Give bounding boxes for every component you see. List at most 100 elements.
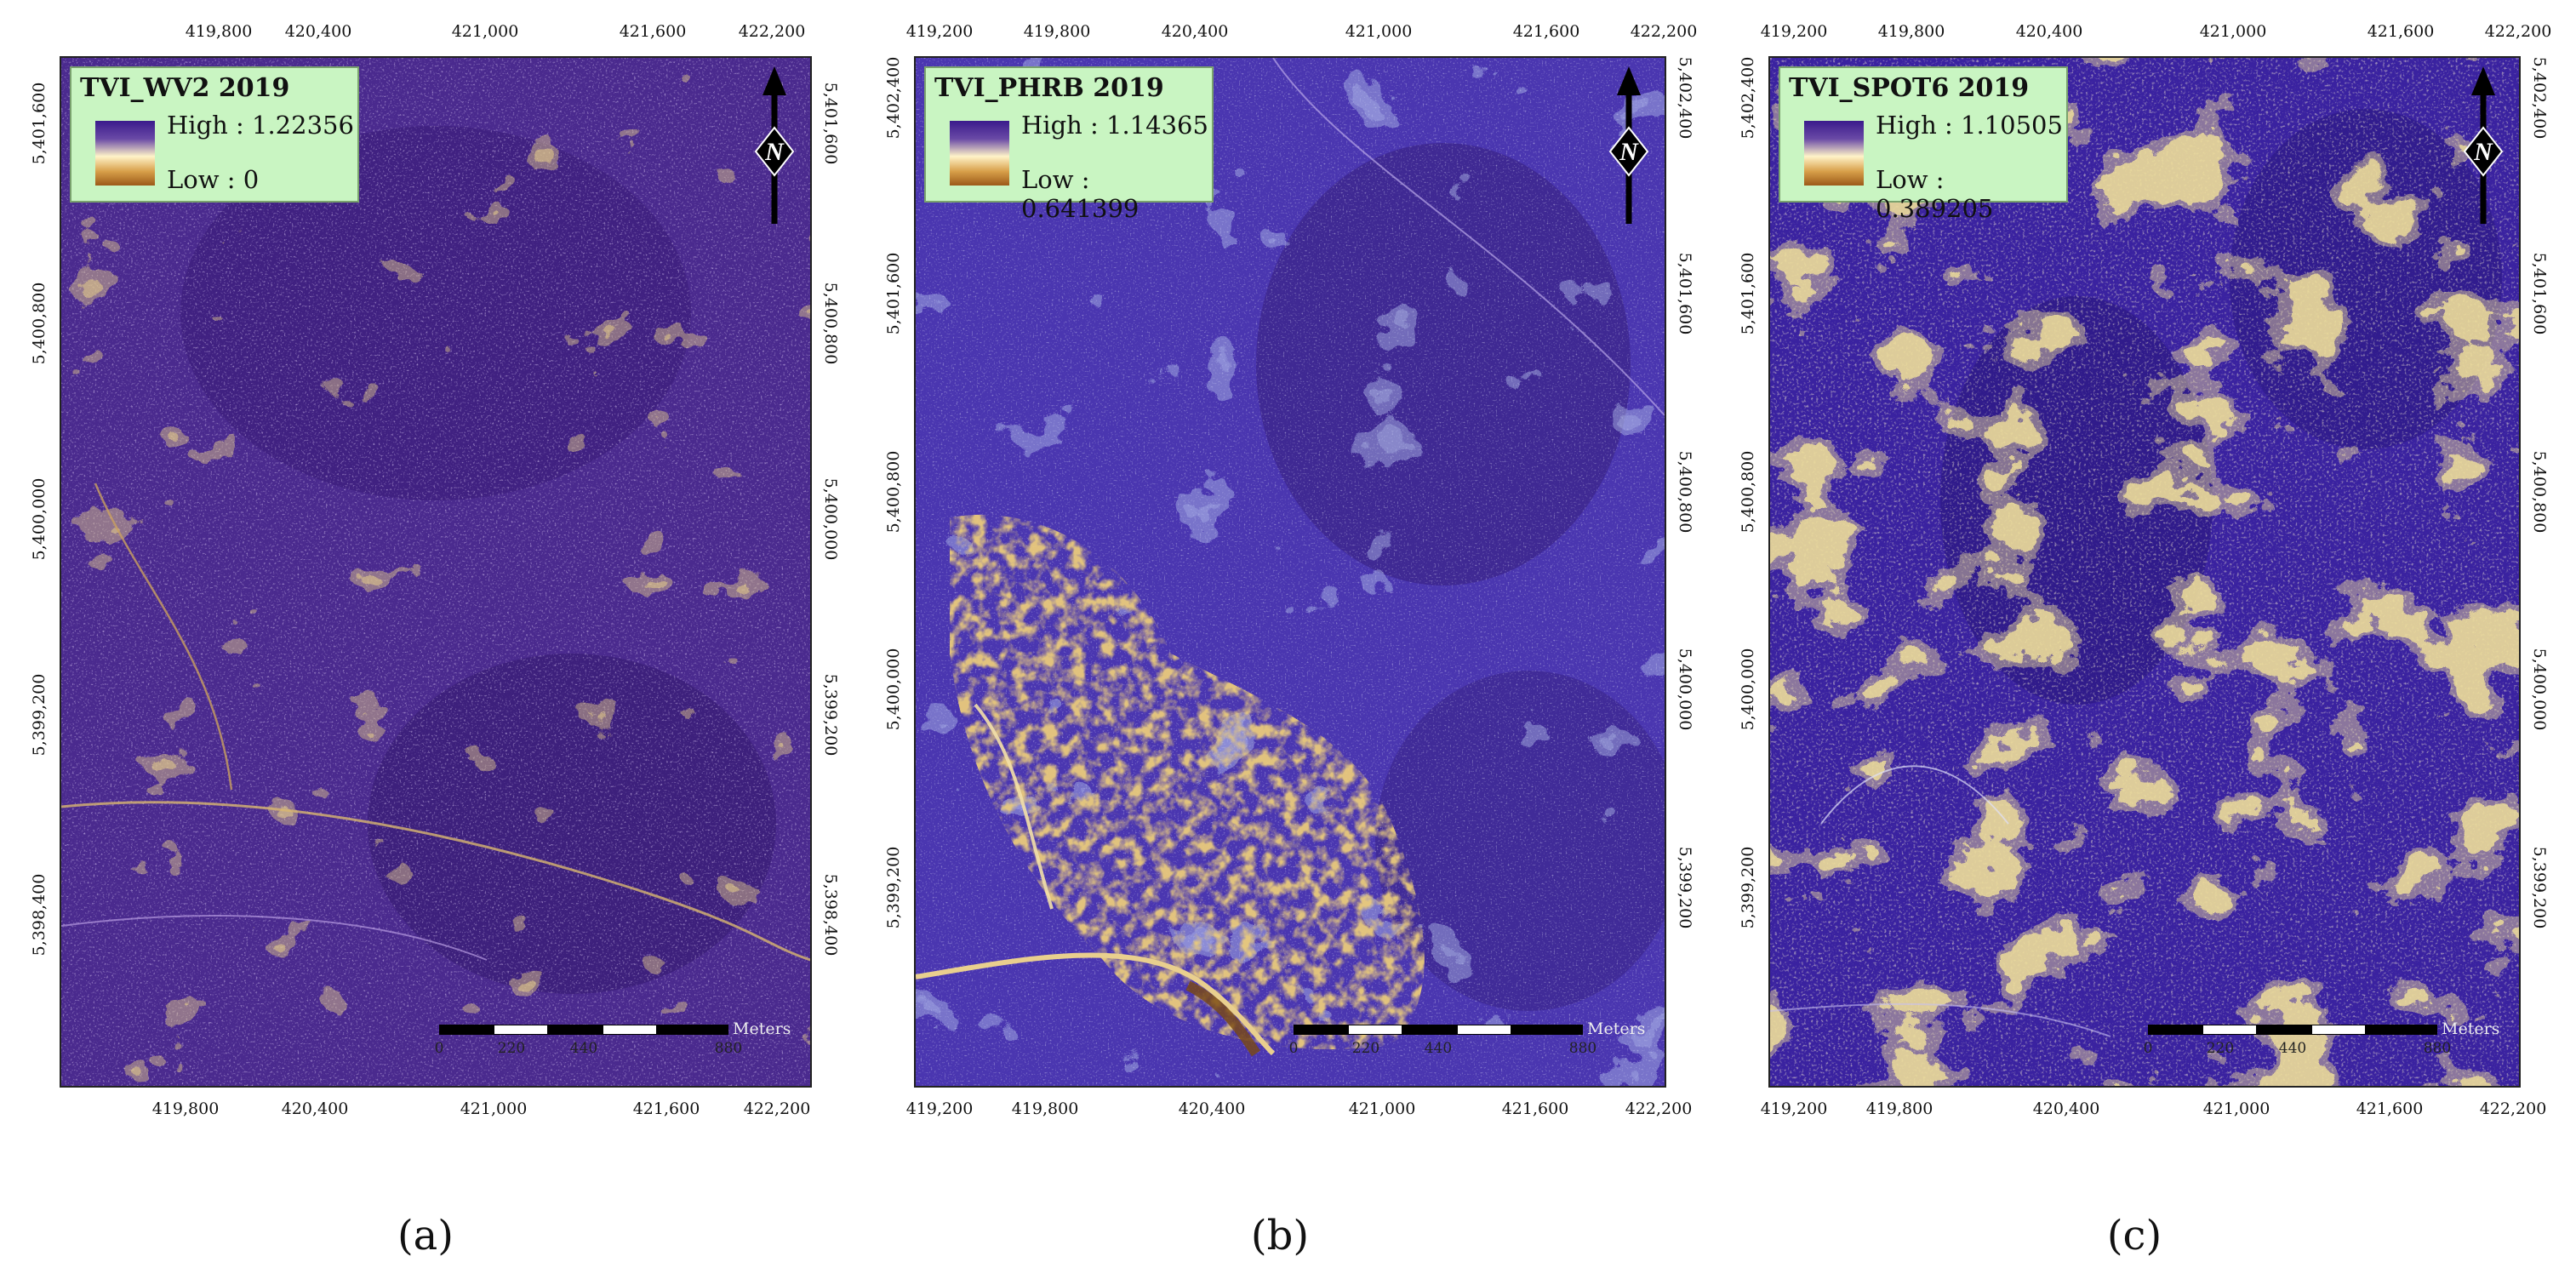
y-tick-label-right: 5,400,000 — [821, 477, 840, 561]
x-tick-label-bottom: 419,800 — [1011, 1099, 1079, 1118]
legend-low-label: Low : 0.641399 — [1021, 165, 1139, 223]
scale-label: 0 — [1288, 1040, 1299, 1057]
x-tick-label-top: 421,600 — [2367, 22, 2435, 41]
scale-label: 440 — [569, 1040, 598, 1057]
y-tick-label-right: 5,401,600 — [2530, 252, 2549, 335]
x-tick-label-top: 419,800 — [1877, 22, 1945, 41]
x-tick-label-top: 421,000 — [2199, 22, 2267, 41]
tvi-raster-image — [916, 58, 1665, 1086]
y-tick-label-right: 5,399,200 — [1676, 846, 1694, 929]
x-tick-label-top: 420,400 — [1161, 22, 1229, 41]
y-tick-label-left: 5,401,600 — [1739, 252, 1757, 335]
y-tick-label-right: 5,400,000 — [2530, 648, 2549, 731]
north-arrow-icon: N — [1608, 66, 1649, 224]
x-tick-label-top: 422,200 — [2484, 22, 2552, 41]
scale-segment — [548, 1025, 603, 1035]
y-tick-label-left: 5,402,400 — [884, 56, 903, 140]
y-tick-label-left: 5,400,000 — [884, 648, 903, 731]
scale-label: 0 — [2143, 1040, 2153, 1057]
y-tick-label-right: 5,402,400 — [1676, 56, 1694, 140]
scale-segment — [1402, 1025, 1457, 1035]
legend-high-label: High : 1.14365 — [1021, 111, 1208, 140]
scale-label: 220 — [1351, 1040, 1380, 1057]
x-tick-label-top: 422,200 — [738, 22, 806, 41]
y-tick-label-left: 5,401,600 — [30, 82, 49, 165]
scale-units: Meters — [733, 1019, 791, 1038]
scale-label: 220 — [497, 1040, 526, 1057]
y-tick-label-right: 5,402,400 — [2530, 56, 2549, 140]
scale-segment — [1348, 1025, 1402, 1035]
map-frame: TVI_SPOT6 2019 High : 1.10505 Low : 0.38… — [1768, 56, 2521, 1088]
panel-caption: (b) — [1250, 1212, 1310, 1259]
scale-segment — [1511, 1025, 1583, 1035]
panel-caption: (c) — [2106, 1212, 2162, 1259]
scale-segment — [657, 1025, 728, 1035]
x-tick-label-top: 421,000 — [1345, 22, 1413, 41]
tvi-raster-image — [61, 58, 810, 1086]
legend-low-label: Low : 0 — [167, 165, 260, 194]
scale-label: 880 — [1568, 1040, 1597, 1057]
scale-segment — [494, 1025, 548, 1035]
y-tick-label-left: 5,399,200 — [30, 673, 49, 757]
y-tick-label-right: 5,398,400 — [821, 873, 840, 957]
scale-segment — [2311, 1025, 2366, 1035]
scale-label: 440 — [2278, 1040, 2307, 1057]
y-tick-label-left: 5,400,000 — [1739, 648, 1757, 731]
x-tick-label-bottom: 421,000 — [2202, 1099, 2270, 1118]
north-label: N — [1619, 138, 1639, 166]
y-tick-label-right: 5,399,200 — [2530, 846, 2549, 929]
scale-label: 880 — [714, 1040, 743, 1057]
legend-high-label: High : 1.22356 — [167, 111, 354, 140]
y-tick-label-left: 5,399,200 — [1739, 846, 1757, 929]
x-tick-label-bottom: 421,000 — [460, 1099, 528, 1118]
x-tick-label-top: 421,600 — [1512, 22, 1580, 41]
y-tick-label-left: 5,401,600 — [884, 252, 903, 335]
map-panel-a: TVI_WV2 2019 High : 1.22356 Low : 0 N 0 … — [0, 0, 851, 1285]
legend-color-ramp — [1804, 121, 1864, 186]
legend-title: TVI_PHRB 2019 — [934, 73, 1164, 103]
legend-box: TVI_SPOT6 2019 High : 1.10505 Low : 0.38… — [1779, 66, 2068, 223]
x-tick-label-bottom: 422,200 — [743, 1099, 811, 1118]
scale-units: Meters — [2442, 1019, 2500, 1038]
scale-segment — [439, 1025, 494, 1035]
legend-color-ramp — [950, 121, 1009, 186]
y-tick-label-left: 5,398,400 — [30, 873, 49, 957]
scale-bar: 0 220 440 880 Meters — [2144, 1019, 2500, 1069]
x-tick-label-bottom: 419,800 — [151, 1099, 220, 1118]
x-tick-label-top: 420,400 — [2015, 22, 2083, 41]
legend-box: TVI_WV2 2019 High : 1.22356 Low : 0 — [70, 66, 359, 203]
y-tick-label-left: 5,400,000 — [30, 477, 49, 561]
x-tick-label-top: 420,400 — [284, 22, 352, 41]
map-frame: TVI_PHRB 2019 High : 1.14365 Low : 0.641… — [914, 56, 1666, 1088]
north-label: N — [764, 138, 785, 166]
legend-title: TVI_SPOT6 2019 — [1789, 73, 2030, 103]
x-tick-label-bottom: 421,600 — [1501, 1099, 1569, 1118]
scale-units: Meters — [1587, 1019, 1646, 1038]
y-tick-label-right: 5,400,800 — [1676, 450, 1694, 534]
legend-color-ramp — [95, 121, 155, 186]
legend-box: TVI_PHRB 2019 High : 1.14365 Low : 0.641… — [924, 66, 1214, 223]
scale-segment — [603, 1025, 657, 1035]
x-tick-label-top: 421,600 — [619, 22, 687, 41]
panel-caption: (a) — [397, 1212, 454, 1259]
x-tick-label-top: 422,200 — [1630, 22, 1698, 41]
y-tick-label-left: 5,402,400 — [1739, 56, 1757, 140]
scale-label: 440 — [1424, 1040, 1453, 1057]
legend-high-label: High : 1.10505 — [1876, 111, 2063, 140]
y-tick-label-right: 5,400,800 — [2530, 450, 2549, 534]
x-tick-label-top: 419,800 — [185, 22, 253, 41]
x-tick-label-bottom: 419,200 — [1760, 1099, 1828, 1118]
scale-segment — [2202, 1025, 2257, 1035]
map-panel-b: TVI_PHRB 2019 High : 1.14365 Low : 0.641… — [854, 0, 1705, 1285]
scale-label: 220 — [2206, 1040, 2235, 1057]
y-tick-label-left: 5,400,800 — [30, 282, 49, 365]
x-tick-label-top: 421,000 — [451, 22, 519, 41]
x-tick-label-top: 419,200 — [905, 22, 974, 41]
map-panel-c: TVI_SPOT6 2019 High : 1.10505 Low : 0.38… — [1709, 0, 2560, 1285]
north-arrow-icon: N — [2463, 66, 2504, 224]
scale-segment — [1457, 1025, 1511, 1035]
x-tick-label-top: 419,800 — [1023, 22, 1091, 41]
scale-label: 880 — [2423, 1040, 2452, 1057]
north-arrow-icon: N — [754, 66, 795, 224]
x-tick-label-bottom: 421,000 — [1348, 1099, 1416, 1118]
